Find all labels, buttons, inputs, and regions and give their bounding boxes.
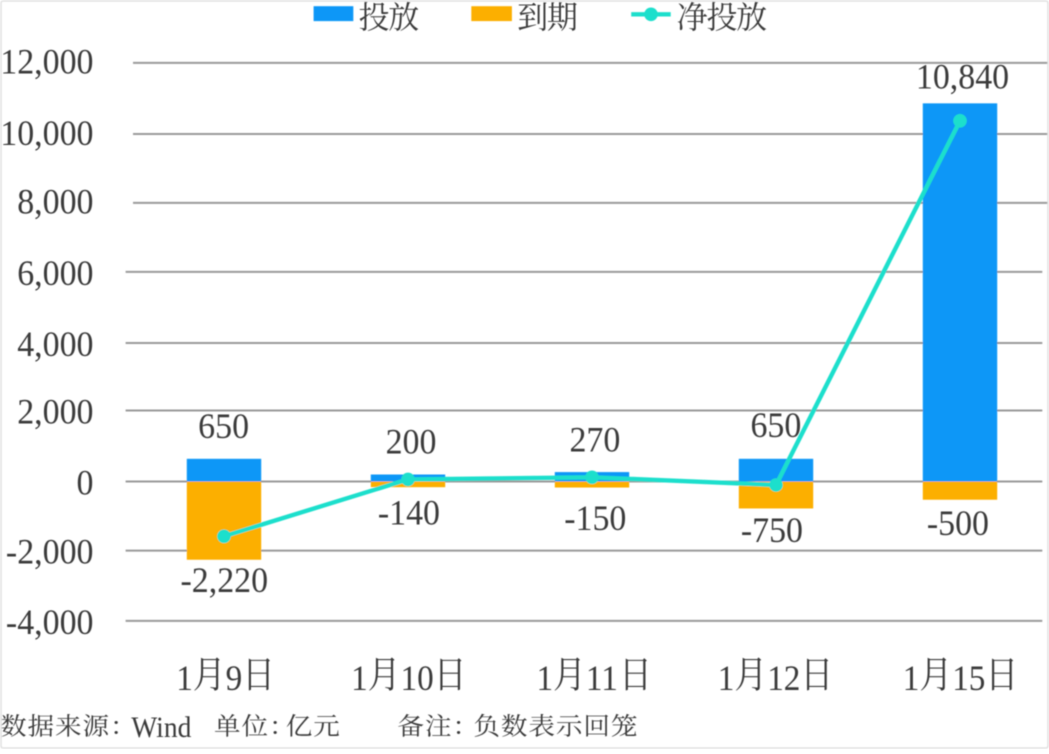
svg-text:Wind: Wind bbox=[131, 712, 191, 744]
svg-text:-750: -750 bbox=[741, 510, 803, 550]
svg-text:12: 12 bbox=[767, 659, 800, 698]
svg-text:11: 11 bbox=[586, 659, 618, 698]
svg-text:-140: -140 bbox=[378, 493, 440, 533]
svg-text:0: 0 bbox=[77, 462, 94, 502]
svg-text:2,000: 2,000 bbox=[17, 391, 93, 431]
svg-text:10,000: 10,000 bbox=[0, 113, 93, 153]
svg-text:-2,220: -2,220 bbox=[181, 560, 269, 600]
svg-text:1: 1 bbox=[903, 659, 920, 698]
svg-text:1: 1 bbox=[176, 659, 193, 698]
svg-text:-150: -150 bbox=[564, 498, 626, 538]
svg-text:9: 9 bbox=[226, 659, 243, 698]
svg-text:-2,000: -2,000 bbox=[6, 531, 94, 571]
svg-text:4,000: 4,000 bbox=[17, 324, 93, 364]
svg-text:-500: -500 bbox=[927, 503, 989, 543]
svg-text:-4,000: -4,000 bbox=[6, 602, 94, 642]
svg-text:8,000: 8,000 bbox=[17, 182, 93, 222]
svg-text:10,840: 10,840 bbox=[916, 56, 1009, 96]
svg-text:270: 270 bbox=[569, 420, 620, 460]
svg-text:1: 1 bbox=[351, 659, 368, 698]
svg-text:1: 1 bbox=[536, 659, 553, 698]
svg-text:10: 10 bbox=[401, 659, 434, 698]
svg-text:12,000: 12,000 bbox=[0, 42, 93, 82]
svg-text:200: 200 bbox=[386, 421, 437, 461]
svg-text:650: 650 bbox=[750, 405, 801, 445]
svg-text:6,000: 6,000 bbox=[17, 253, 93, 293]
svg-text:15: 15 bbox=[952, 659, 985, 698]
svg-text:650: 650 bbox=[198, 406, 249, 446]
svg-text:1: 1 bbox=[718, 659, 735, 698]
